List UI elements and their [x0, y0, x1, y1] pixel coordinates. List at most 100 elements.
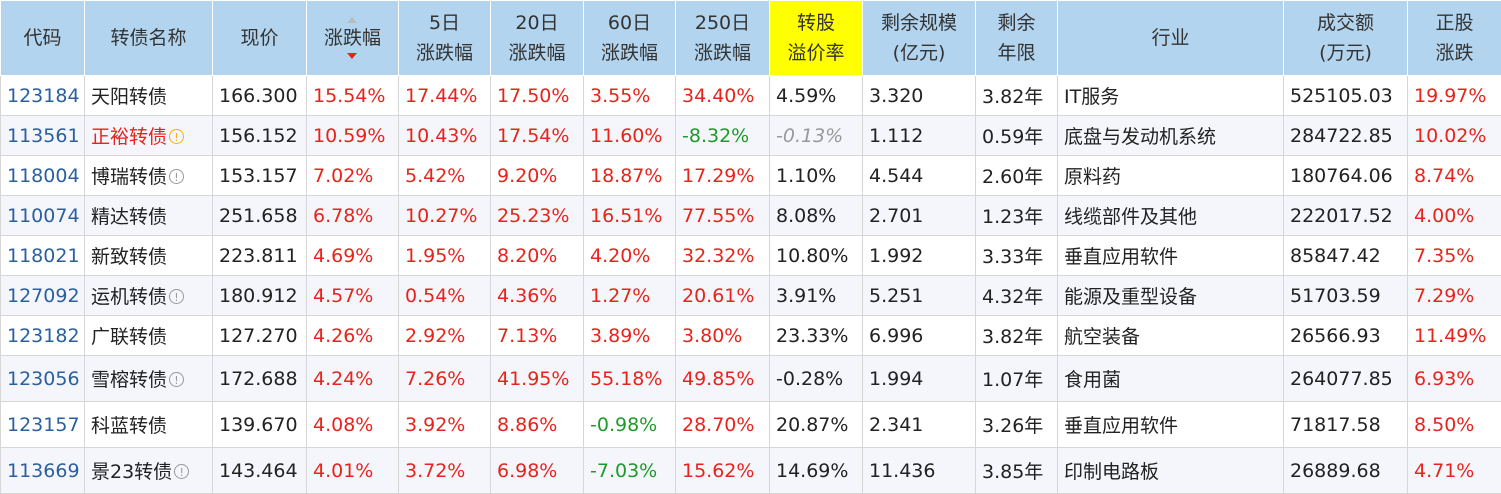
cell-years: 1.23年	[976, 196, 1058, 236]
cell-value: 景23转债	[91, 461, 172, 483]
cell-value: 3.80%	[682, 325, 742, 347]
cell-stock-chg: 4.71%	[1408, 448, 1501, 494]
cell-name[interactable]: 广联转债	[85, 316, 213, 356]
cell-name[interactable]: 新致转债	[85, 236, 213, 276]
col-header-chg60[interactable]: 60日涨跌幅	[584, 1, 676, 76]
col-header-label: 涨跌幅	[601, 42, 658, 64]
cell-years: 4.32年	[976, 276, 1058, 316]
cell-change: 15.54%	[307, 76, 399, 116]
cell-value: 0.54%	[405, 285, 465, 307]
cell-value: 4.01%	[313, 460, 373, 482]
cell-name[interactable]: 天阳转债	[85, 76, 213, 116]
col-header-name[interactable]: 转债名称	[85, 1, 213, 76]
cell-code[interactable]: 123056	[1, 356, 85, 402]
cell-scale: 11.436	[863, 448, 976, 494]
cell-years: 3.33年	[976, 236, 1058, 276]
col-header-industry[interactable]: 行业	[1058, 1, 1284, 76]
cell-code[interactable]: 110074	[1, 196, 85, 236]
cell-code[interactable]: 118004	[1, 156, 85, 196]
col-header-chg5[interactable]: 5日涨跌幅	[399, 1, 491, 76]
cell-value: 1.992	[869, 245, 923, 267]
cell-premium: -0.28%	[770, 356, 863, 402]
cell-name[interactable]: 景23转债!	[85, 448, 213, 494]
cell-change: 6.78%	[307, 196, 399, 236]
cell-code[interactable]: 123157	[1, 402, 85, 448]
info-icon[interactable]: !	[169, 372, 184, 387]
cell-chg5: 10.43%	[399, 116, 491, 156]
cell-value: 3.320	[869, 85, 923, 107]
cell-value: 2.701	[869, 205, 923, 227]
col-header-change[interactable]: 涨跌幅	[307, 1, 399, 76]
col-header-volume[interactable]: 成交额(万元)	[1284, 1, 1408, 76]
cell-chg60: 3.55%	[584, 76, 676, 116]
cell-name[interactable]: 运机转债!	[85, 276, 213, 316]
cell-chg250: 20.61%	[676, 276, 770, 316]
cell-value: 1.112	[869, 125, 923, 147]
info-icon[interactable]: !	[174, 464, 189, 479]
cell-name[interactable]: 雪榕转债!	[85, 356, 213, 402]
info-icon[interactable]: !	[169, 169, 184, 184]
cell-chg60: 3.89%	[584, 316, 676, 356]
col-header-price[interactable]: 现价	[213, 1, 307, 76]
col-header-stock-chg[interactable]: 正股涨跌	[1408, 1, 1501, 76]
col-header-label: 涨跌幅	[694, 42, 751, 64]
cell-value: 广联转债	[91, 326, 167, 348]
cell-value: 原料药	[1064, 166, 1121, 188]
cell-value: 10.59%	[313, 125, 385, 147]
cell-value: 15.54%	[313, 85, 385, 107]
cell-value: 85847.42	[1290, 245, 1381, 267]
info-icon[interactable]: !	[169, 289, 184, 304]
sort-down-icon	[347, 53, 357, 59]
cell-value: 118021	[7, 245, 80, 267]
cell-code[interactable]: 123182	[1, 316, 85, 356]
col-header-years[interactable]: 剩余年限	[976, 1, 1058, 76]
warning-icon[interactable]: !	[169, 129, 184, 144]
cell-name[interactable]: 科蓝转债	[85, 402, 213, 448]
cell-name[interactable]: 正裕转债!	[85, 116, 213, 156]
cell-value: 1.07年	[982, 369, 1043, 391]
cell-chg250: 15.62%	[676, 448, 770, 494]
cell-volume: 85847.42	[1284, 236, 1408, 276]
col-header-scale[interactable]: 剩余规模(亿元)	[863, 1, 976, 76]
col-header-premium[interactable]: 转股溢价率	[770, 1, 863, 76]
cell-value: 8.08%	[776, 205, 836, 227]
cell-code[interactable]: 113669	[1, 448, 85, 494]
cell-code[interactable]: 123184	[1, 76, 85, 116]
cell-value: 17.50%	[497, 85, 569, 107]
cell-value: 印制电路板	[1064, 461, 1159, 483]
cell-name[interactable]: 精达转债	[85, 196, 213, 236]
cell-value: 143.464	[219, 460, 298, 482]
cell-value: 底盘与发动机系统	[1064, 126, 1216, 148]
sort-indicator: 涨跌幅	[324, 23, 381, 53]
cell-chg5: 10.27%	[399, 196, 491, 236]
cell-years: 0.59年	[976, 116, 1058, 156]
cell-name[interactable]: 博瑞转债!	[85, 156, 213, 196]
cell-value: 3.82年	[982, 326, 1043, 348]
cell-value: 垂直应用软件	[1064, 415, 1178, 437]
col-header-chg250[interactable]: 250日涨跌幅	[676, 1, 770, 76]
cell-value: 8.74%	[1414, 165, 1474, 187]
cell-price: 143.464	[213, 448, 307, 494]
col-header-label: 转债名称	[110, 27, 186, 49]
cell-premium: 10.80%	[770, 236, 863, 276]
cell-code[interactable]: 127092	[1, 276, 85, 316]
cell-code[interactable]: 113561	[1, 116, 85, 156]
cell-chg250: 28.70%	[676, 402, 770, 448]
cell-stock-chg: 11.49%	[1408, 316, 1501, 356]
cell-value: 3.85年	[982, 461, 1043, 483]
col-header-code[interactable]: 代码	[1, 1, 85, 76]
cell-value: 10.02%	[1414, 125, 1486, 147]
cell-value: 4.00%	[1414, 205, 1474, 227]
col-header-chg20[interactable]: 20日涨跌幅	[491, 1, 584, 76]
cell-code[interactable]: 118021	[1, 236, 85, 276]
